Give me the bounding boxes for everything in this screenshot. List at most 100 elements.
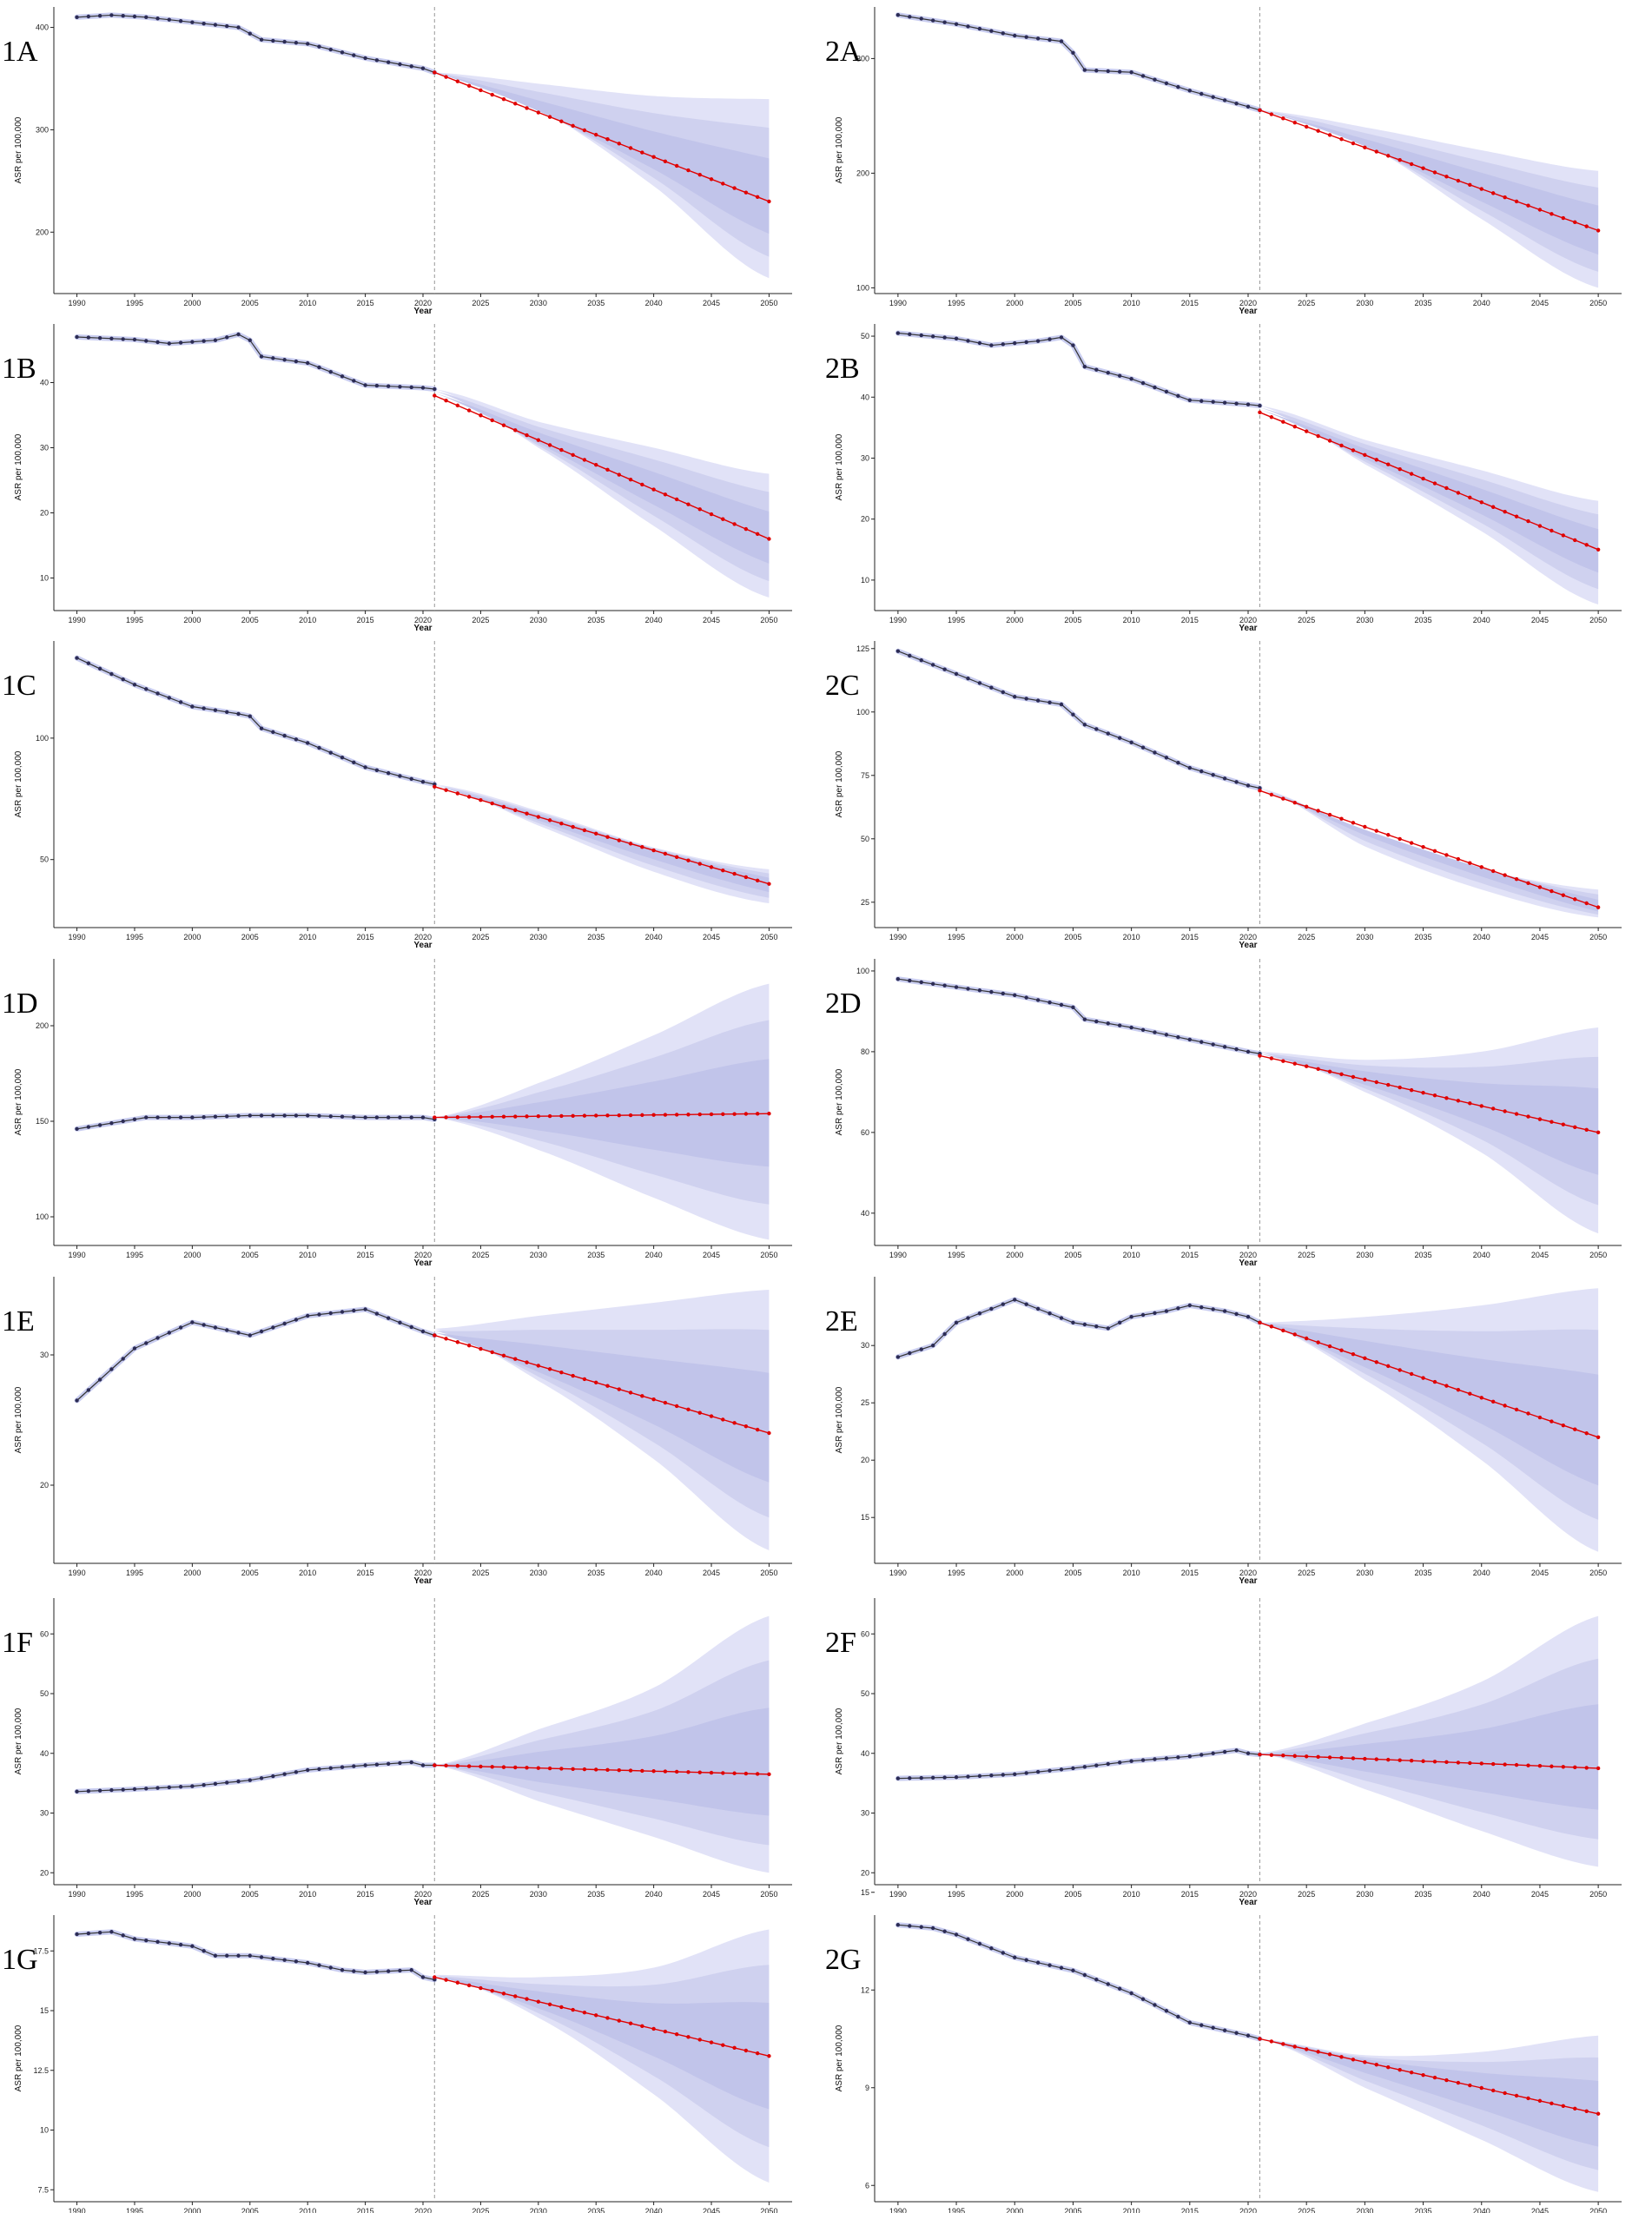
observed-point — [121, 1787, 125, 1792]
observed-point — [144, 1115, 149, 1120]
projection-point — [1456, 856, 1461, 862]
projection-point — [1363, 145, 1367, 150]
projection-point — [709, 1770, 714, 1775]
projection-point — [444, 75, 448, 79]
projection-point — [559, 822, 564, 826]
observed-point — [202, 706, 206, 710]
x-tick-label: 2005 — [241, 299, 259, 307]
observed-point — [919, 980, 923, 985]
observed-point — [1035, 1306, 1041, 1311]
y-tick-label: 20 — [861, 515, 869, 524]
observed-point — [1059, 702, 1064, 707]
x-tick-label: 2040 — [1473, 1251, 1490, 1259]
observed-point — [317, 1963, 321, 1967]
x-tick-label: 1995 — [126, 2207, 143, 2213]
projection-point — [1456, 491, 1461, 495]
projection-point — [1573, 1125, 1577, 1129]
projection-point — [466, 1343, 472, 1348]
projection-point — [686, 1407, 691, 1412]
panel-label-1B: 1B — [2, 353, 36, 385]
projection-point — [490, 1765, 494, 1769]
projection-point — [1514, 514, 1519, 519]
observed-point — [259, 1113, 264, 1118]
observed-point — [86, 1125, 91, 1129]
observed-point — [132, 14, 137, 19]
x-tick-label: 2035 — [1415, 933, 1432, 941]
x-axis-title: Year — [413, 624, 432, 633]
projection-point — [1514, 1762, 1519, 1767]
projection-point — [1327, 1069, 1332, 1074]
projection-point — [1339, 1755, 1344, 1760]
x-tick-label: 1995 — [948, 616, 965, 624]
projection-point — [1398, 1758, 1402, 1762]
projection-point — [1490, 2088, 1496, 2093]
chart-panel-2D: 40 60 80 100 1990 1995 2000 2005 2010 2015 2020 202… — [825, 959, 1622, 1268]
observed-point — [167, 696, 172, 700]
x-tick-label: 2020 — [414, 299, 432, 307]
observed-point — [1153, 1757, 1157, 1761]
observed-point — [294, 1318, 299, 1322]
projection-point — [709, 512, 714, 517]
observed-point — [1164, 1033, 1169, 1037]
projection-point — [1386, 1757, 1391, 1762]
projection-point — [455, 1115, 460, 1120]
x-tick-label: 2005 — [1064, 616, 1081, 624]
projection-point — [547, 443, 552, 447]
y-tick-label: 50 — [861, 1689, 869, 1698]
projection-point — [1281, 1059, 1285, 1063]
observed-point — [1246, 104, 1251, 109]
x-tick-label: 2015 — [1181, 1569, 1199, 1577]
projection-point — [582, 1113, 587, 1118]
observed-point — [282, 1958, 287, 1962]
projection-point — [755, 2051, 760, 2056]
projection-point — [663, 1769, 668, 1774]
projection-point — [1503, 1109, 1507, 1113]
projection-point — [1304, 804, 1309, 809]
projection-point — [1363, 453, 1367, 458]
x-tick-label: 2020 — [1239, 2207, 1257, 2213]
x-tick-label: 2025 — [472, 2207, 489, 2213]
observed-point — [930, 981, 935, 987]
x-tick-label: 2035 — [1415, 2207, 1432, 2213]
observed-point — [977, 681, 982, 685]
observed-point — [1211, 95, 1215, 99]
projection-point — [628, 842, 633, 846]
projection-point — [1573, 220, 1577, 225]
projection-point — [444, 788, 448, 792]
projection-point — [1561, 1765, 1566, 1769]
observed-point — [1129, 740, 1133, 745]
observed-point — [966, 987, 970, 991]
x-tick-label: 2025 — [1298, 1569, 1315, 1577]
observed-point — [895, 331, 901, 335]
projection-point — [1258, 2037, 1262, 2041]
observed-point — [213, 1325, 218, 1330]
observed-point — [1164, 389, 1169, 394]
projection-point — [617, 142, 621, 146]
projection-line — [434, 1334, 770, 1434]
x-tick-label: 2050 — [1589, 2207, 1607, 2213]
observed-point — [1013, 993, 1017, 998]
projection-point — [1281, 796, 1285, 801]
projection-point — [1550, 889, 1554, 894]
observed-point — [213, 1953, 218, 1958]
observed-point — [977, 1311, 982, 1316]
chart-panel-2C: 25 50 75 100 125 1990 1995 2000 2005 2010 2015 2020… — [825, 641, 1622, 950]
observed-point — [1234, 2031, 1239, 2035]
observed-point — [977, 988, 982, 993]
observed-line — [76, 334, 435, 390]
observed-point — [1129, 1315, 1133, 1319]
projection-point — [455, 1980, 460, 1985]
observed-point — [132, 1117, 137, 1122]
x-axis-title: Year — [1239, 1576, 1257, 1586]
y-tick-label: 100 — [36, 1212, 49, 1221]
observed-point — [386, 60, 391, 64]
projection-point — [628, 2021, 633, 2025]
observed-point — [271, 730, 275, 735]
observed-point — [989, 685, 994, 690]
observed-point — [954, 1932, 959, 1937]
x-tick-label: 2010 — [299, 1569, 316, 1577]
observed-point — [954, 336, 959, 341]
projection-point — [479, 1985, 483, 1991]
x-tick-label: 2000 — [183, 299, 201, 307]
